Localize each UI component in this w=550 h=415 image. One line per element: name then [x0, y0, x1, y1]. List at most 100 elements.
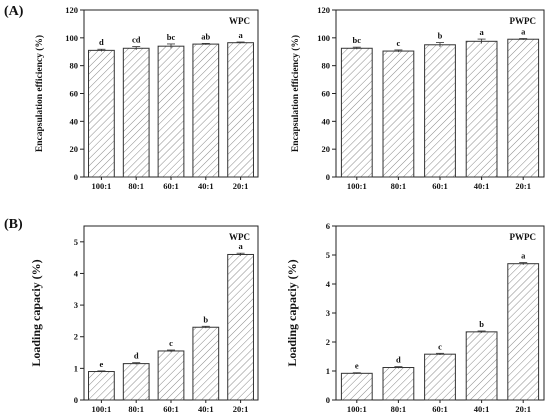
chart-3: 0 1 2 3 4 5 WPC Loading capaciy (%) e 100:1 d 80:1 c…	[29, 225, 259, 414]
chart-4: 0 1 2 3 4 5 6 PWPC Loading capaciy (%) e 100:1 d 80:…	[285, 221, 545, 414]
y-tick-label: 60	[322, 89, 331, 99]
x-tick-label: 80:1	[391, 181, 407, 191]
y-tick-label: 40	[322, 116, 331, 126]
x-tick-label: 60:1	[163, 181, 179, 191]
bar	[507, 38, 540, 178]
y-tick-label: 100	[317, 33, 330, 43]
y-tick-label: 100	[65, 33, 78, 43]
x-tick-label: 100:1	[347, 181, 367, 191]
y-tick-label: 3	[74, 300, 78, 310]
significance-letter: b	[203, 314, 208, 324]
x-tick-label: 60:1	[432, 181, 448, 191]
significance-letter: e	[355, 361, 359, 371]
chart-2: 0 20 40 60 80 100 120 PWPC Encapsulation efficie…	[290, 5, 545, 191]
y-tick-label: 80	[70, 61, 79, 71]
y-axis-label: Loading capaciy (%)	[285, 259, 299, 366]
x-tick-label: 60:1	[432, 404, 448, 414]
chart-1: 0 20 40 60 80 100 120 WPC Encapsulation efficien…	[34, 5, 259, 191]
bar	[227, 253, 254, 401]
bar	[157, 350, 185, 401]
significance-letter: a	[521, 251, 526, 261]
significance-letter: c	[438, 341, 442, 351]
significance-letter: bc	[167, 32, 176, 42]
y-axis-label: Encapsulation efficiency (%)	[34, 35, 45, 152]
significance-letter: a	[521, 27, 526, 37]
bar	[157, 45, 185, 178]
x-tick-label: 40:1	[198, 404, 214, 414]
x-tick-label: 40:1	[474, 181, 490, 191]
bar	[340, 47, 373, 178]
y-tick-label: 2	[326, 337, 330, 347]
bar	[227, 42, 254, 178]
y-tick-label: 0	[326, 172, 330, 182]
bar	[465, 331, 498, 401]
panel-label-a: (A)	[4, 4, 24, 19]
bar	[122, 363, 150, 401]
chart-title: PWPC	[510, 232, 537, 242]
y-tick-label: 20	[70, 144, 79, 154]
bar	[424, 353, 456, 401]
chart-title: WPC	[229, 16, 250, 26]
significance-letter: a	[479, 27, 484, 37]
y-tick-label: 5	[74, 237, 78, 247]
bar	[465, 40, 498, 178]
bar	[424, 44, 456, 178]
x-tick-label: 100:1	[91, 404, 111, 414]
significance-letter: c	[397, 38, 401, 48]
significance-letter: a	[238, 241, 243, 251]
significance-letter: e	[100, 359, 104, 369]
y-tick-label: 6	[326, 221, 330, 231]
panel-label-b: (B)	[4, 217, 23, 232]
y-tick-label: 2	[74, 332, 78, 342]
y-tick-label: 0	[326, 395, 330, 405]
significance-letter: bc	[353, 35, 362, 45]
significance-letter: b	[479, 319, 484, 329]
y-tick-label: 3	[326, 308, 330, 318]
significance-letter: cd	[132, 35, 141, 45]
y-tick-label: 5	[326, 250, 330, 260]
y-tick-label: 4	[326, 279, 331, 289]
bar	[507, 263, 540, 401]
chart-title: WPC	[229, 232, 250, 242]
y-axis-label: Encapsulation efficiency (%)	[290, 35, 301, 152]
significance-letter: ab	[201, 31, 210, 41]
y-tick-label: 120	[65, 5, 78, 15]
x-tick-label: 20:1	[515, 404, 531, 414]
significance-letter: b	[438, 31, 443, 41]
x-tick-label: 80:1	[391, 404, 407, 414]
y-tick-label: 1	[326, 366, 330, 376]
y-tick-label: 20	[322, 144, 331, 154]
significance-letter: d	[134, 351, 139, 361]
chart-title: PWPC	[510, 16, 537, 26]
bar	[340, 372, 373, 401]
significance-letter: d	[99, 37, 104, 47]
bar	[192, 43, 220, 178]
bar	[192, 326, 220, 401]
y-tick-label: 120	[317, 5, 330, 15]
bar	[382, 367, 415, 401]
y-tick-label: 80	[322, 61, 331, 71]
y-tick-label: 40	[70, 116, 79, 126]
significance-letter: d	[396, 355, 401, 365]
bar	[88, 371, 115, 401]
y-tick-label: 0	[74, 172, 78, 182]
x-tick-label: 20:1	[515, 181, 531, 191]
significance-letter: a	[238, 30, 243, 40]
x-tick-label: 80:1	[128, 181, 144, 191]
x-tick-label: 20:1	[233, 404, 249, 414]
x-tick-label: 80:1	[128, 404, 144, 414]
y-axis-label: Loading capaciy (%)	[29, 259, 43, 366]
x-tick-label: 100:1	[347, 404, 367, 414]
y-tick-label: 0	[74, 395, 78, 405]
bar	[122, 47, 150, 178]
x-tick-label: 20:1	[233, 181, 249, 191]
y-tick-label: 60	[70, 89, 79, 99]
x-tick-label: 100:1	[91, 181, 111, 191]
y-tick-label: 1	[74, 363, 78, 373]
bar	[382, 50, 415, 178]
bar	[88, 49, 115, 178]
x-tick-label: 40:1	[198, 181, 214, 191]
significance-letter: c	[169, 338, 173, 348]
y-tick-label: 4	[74, 268, 79, 278]
